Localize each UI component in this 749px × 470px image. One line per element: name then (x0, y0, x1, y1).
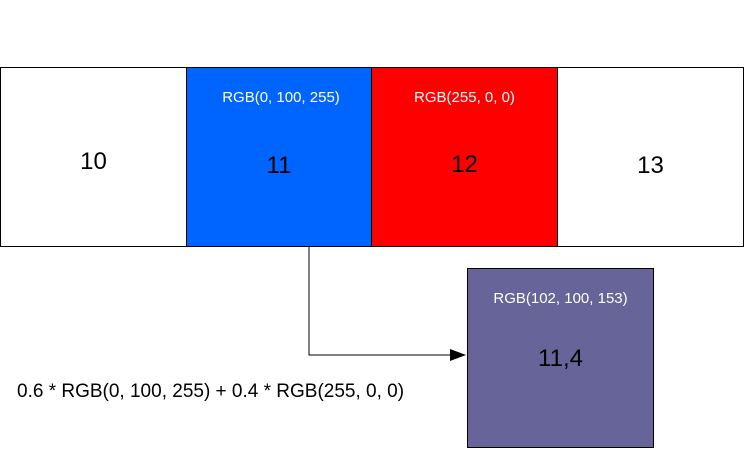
arrow-line (308, 247, 452, 356)
cell-number: 11 (266, 152, 292, 179)
cell-number: 12 (451, 151, 478, 178)
interpolated-cell: RGB(102, 100, 153) 11,4 (467, 268, 654, 448)
interpolation-formula: 0.6 * RGB(0, 100, 255) + 0.4 * RGB(255, … (17, 381, 405, 402)
cell-11-blue: RGB(0, 100, 255) 11 (186, 67, 372, 247)
arrow-head (450, 349, 466, 361)
cell-12-red: RGB(255, 0, 0) 12 (371, 67, 558, 247)
cell-number: 10 (80, 148, 107, 175)
result-rgb-label: RGB(102, 100, 153) (493, 290, 628, 307)
cell-13: 13 (557, 67, 744, 247)
cell-rgb-label: RGB(255, 0, 0) (414, 89, 515, 106)
cell-number: 13 (637, 152, 664, 179)
cell-rgb-label: RGB(0, 100, 255) (222, 89, 340, 106)
result-number: 11,4 (538, 345, 583, 372)
cell-10: 10 (0, 67, 187, 247)
